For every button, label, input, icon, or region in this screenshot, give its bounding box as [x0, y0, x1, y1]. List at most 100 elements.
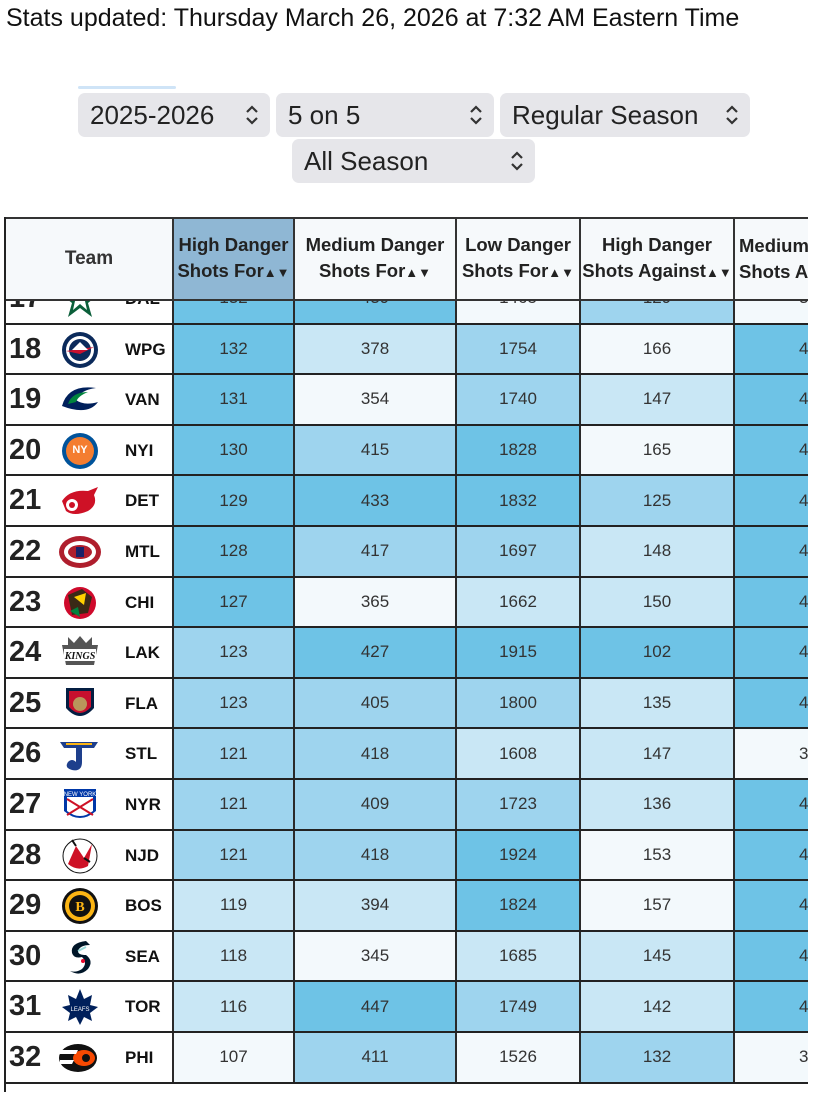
team-abbreviation: NYR: [125, 795, 161, 814]
stat-cell-hdsa: 147: [581, 729, 735, 778]
jets-logo: [62, 331, 98, 368]
team-cell: 17 DAL: [6, 301, 174, 323]
stat-cell-mdsa: 4: [735, 678, 808, 728]
table-row: 28 NJD 121 418 1924 153 4: [6, 830, 808, 882]
stat-value: 394: [360, 895, 390, 915]
stat-cell-hdsa: 166: [581, 324, 735, 374]
stat-value: 427: [360, 642, 390, 662]
rank-number: 26: [9, 737, 42, 770]
column-header-hd-shots-against[interactable]: High Danger Shots Against▲▼: [581, 217, 735, 301]
stat-cell-mdsa: 4: [735, 830, 808, 880]
column-header-md-shots-against[interactable]: Medium Shots A: [735, 217, 808, 301]
stat-value: 4: [799, 541, 808, 561]
stat-cell-hdsa: 135: [581, 678, 735, 728]
stat-cell-mdsf: 418: [295, 729, 457, 778]
stat-cell-mdsf: 354: [295, 375, 457, 424]
stars-logo: [68, 301, 92, 317]
stat-value: 1828: [499, 440, 537, 460]
stat-value: 3: [799, 301, 808, 308]
stat-cell-ldsf: 1924: [457, 830, 581, 880]
column-header-ld-shots-for[interactable]: Low Danger Shots For▲▼: [457, 217, 581, 301]
table-row: 23 CHI 127 365 1662 150 4: [6, 577, 808, 629]
table-row: 20 NY NYI 130 415 1828 165 4: [6, 425, 808, 477]
stat-value: 121: [219, 743, 248, 763]
period-select-value: All Season: [304, 145, 429, 176]
stat-cell-hdsa: 142: [581, 982, 735, 1031]
column-header-team[interactable]: Team: [6, 217, 174, 301]
strength-select[interactable]: 5 on 5: [276, 93, 494, 137]
stat-cell-mdsf: 439: [295, 301, 457, 323]
team-cell: 26 STL: [6, 729, 174, 778]
sort-icon[interactable]: ▲▼: [405, 265, 432, 280]
stat-cell-hdsf: 130: [174, 425, 295, 475]
rank-number: 23: [9, 585, 42, 618]
team-abbreviation: FLA: [125, 693, 159, 713]
svg-text:NY: NY: [72, 444, 88, 456]
stat-value: 1608: [499, 743, 537, 763]
table-row: 18 WPG 132 378 1754 166 4: [6, 324, 808, 376]
stat-value: 439: [361, 301, 389, 308]
stat-cell-mdsf: 378: [295, 324, 457, 374]
season-select[interactable]: 2025-2026: [78, 93, 270, 137]
flyers-logo: [59, 1044, 97, 1072]
team-abbreviation: PHI: [125, 1048, 154, 1067]
rank-number: 25: [9, 686, 42, 719]
stat-cell-mdsf: 418: [295, 830, 457, 880]
tab-indicator: [78, 86, 176, 89]
stat-cell-mdsa: 4: [735, 931, 808, 981]
stat-value: 127: [219, 591, 248, 611]
stat-cell-mdsf: 447: [295, 982, 457, 1031]
column-header-md-shots-for[interactable]: Medium Danger Shots For▲▼: [295, 217, 457, 301]
stat-cell-mdsa: 4: [735, 628, 808, 677]
stat-cell-mdsa: 4: [735, 982, 808, 1031]
sort-icon[interactable]: ▲▼: [705, 265, 732, 280]
stat-cell-mdsa: 4: [735, 476, 808, 525]
team-cell: 22 MTL: [6, 527, 174, 576]
stat-cell-hdsf: 128: [174, 527, 295, 576]
stat-value: 1723: [499, 794, 537, 814]
stat-value: 147: [642, 743, 672, 763]
stat-value: 118: [219, 946, 248, 966]
table-body: 17DAL1324391465129318WPG1323781754166419…: [6, 301, 808, 1092]
stat-value: 142: [642, 996, 672, 1016]
column-header-hd-shots-for[interactable]: High Danger Shots For▲▼: [174, 217, 295, 301]
stat-value: 4: [799, 946, 808, 966]
sort-icon[interactable]: ▲▼: [548, 265, 575, 280]
stat-cell-mdsf: 405: [295, 678, 457, 728]
season-select-value: 2025-2026: [90, 99, 215, 130]
stat-value: 121: [219, 844, 248, 864]
stat-cell-mdsa: 3: [735, 1033, 808, 1082]
stat-value: 1749: [499, 996, 537, 1016]
stat-cell-ldsf: 1662: [457, 577, 581, 627]
stat-value: 130: [219, 440, 248, 460]
stat-value: 4: [799, 844, 808, 864]
svg-text:KINGS: KINGS: [64, 651, 96, 662]
period-select[interactable]: All Season: [292, 139, 535, 183]
season-type-select[interactable]: Regular Season: [500, 93, 750, 137]
team-abbreviation: VAN: [125, 390, 160, 410]
table-row: 26 STL 121 418 1608 147 3: [6, 729, 808, 780]
rank-number: 31: [9, 990, 42, 1023]
stat-cell-hdsf: 123: [174, 628, 295, 677]
rank-number: 19: [9, 383, 42, 416]
stat-cell-hdsf: 107: [174, 1033, 295, 1082]
stat-value: 148: [642, 541, 672, 561]
stat-cell-hdsf: 118: [174, 931, 295, 981]
select-arrows-icon: [470, 105, 482, 125]
sort-icon[interactable]: ▲▼: [263, 265, 290, 280]
svg-text:B: B: [75, 900, 84, 915]
stat-cell-ldsf: 1754: [457, 324, 581, 374]
table-row: 25 FLA 123 405 1800 135 4: [6, 678, 808, 730]
rank-number: 30: [9, 939, 42, 972]
stat-cell-hdsf: 116: [174, 982, 295, 1031]
stat-cell-mdsa: 4: [735, 577, 808, 627]
rangers-logo: NEW YORK: [64, 789, 96, 818]
table-row: 29 B BOS 119 394 1824 157 4: [6, 881, 808, 932]
blackhawks-logo: [64, 586, 96, 619]
stat-value: 4: [799, 440, 808, 460]
stat-cell-mdsa: 4: [735, 375, 808, 424]
stat-value: 1685: [499, 946, 537, 966]
kings-logo: KINGS: [62, 636, 98, 666]
team-cell: 18 WPG: [6, 324, 174, 374]
stat-cell-mdsf: 433: [295, 476, 457, 525]
